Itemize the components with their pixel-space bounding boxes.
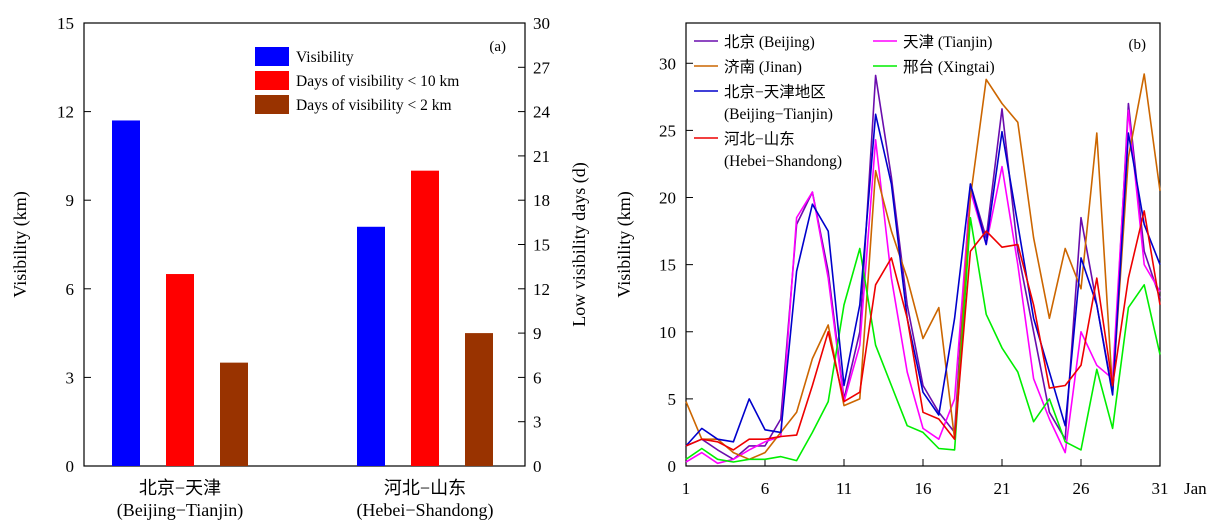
y-tick-label: 25: [659, 121, 676, 140]
y-axis-title: Visibility (km): [614, 191, 635, 297]
y2-tick-label: 24: [533, 103, 551, 122]
series-line: [685, 74, 1161, 461]
x-category-label: 河北−山东: [384, 478, 466, 498]
y-axis-title: Visibility (km): [10, 191, 31, 297]
series-line: [685, 113, 1161, 447]
y-tick-label: 15: [659, 256, 676, 275]
y2-tick-label: 3: [533, 413, 542, 432]
x-tick-label: 1: [682, 479, 691, 498]
y2-tick-label: 18: [533, 191, 550, 210]
y2-tick-label: 6: [533, 368, 542, 387]
y2-tick-label: 27: [533, 58, 551, 77]
y2-axis-title: Low visibility days (d): [569, 162, 590, 327]
x-category-sublabel: (Beijing−Tianjin): [117, 500, 244, 521]
x-tick-label: 26: [1073, 479, 1090, 498]
legend-swatch: [255, 47, 289, 66]
bar: [357, 226, 385, 466]
y2-tick-label: 15: [533, 236, 550, 255]
y-tick-label: 6: [66, 280, 75, 299]
series-line: [685, 216, 1161, 463]
legend-label: (Hebei−Shandong): [724, 153, 842, 170]
legend-label: Visibility: [296, 49, 354, 66]
legend-label: 天津 (Tianjin): [903, 33, 992, 51]
series-line: [685, 109, 1161, 465]
legend-swatch: [255, 71, 289, 90]
panel-label: (a): [489, 39, 506, 55]
x-category-label: 北京−天津: [139, 478, 221, 498]
panel-label: (b): [1129, 37, 1147, 53]
legend-label: 北京−天津地区: [724, 83, 826, 101]
y-tick-label: 0: [668, 457, 677, 476]
y-tick-label: 3: [66, 368, 75, 387]
bar: [411, 170, 439, 466]
x-tick-label: 16: [915, 479, 932, 498]
x-tick-label: 21: [994, 479, 1011, 498]
x-unit-label: Jan: [1184, 479, 1207, 498]
legend-label: 邢台 (Xingtai): [903, 58, 995, 76]
panel-a-bar-chart: 0 3 6 9 12 15 0 3 6 9 12 15 18 21 24 27 30 Visibility (km…: [10, 14, 590, 521]
legend-label: 济南 (Jinan): [724, 58, 802, 76]
y2-tick-label: 9: [533, 324, 542, 343]
y2-tick-label: 21: [533, 147, 550, 166]
x-tick-label: 31: [1152, 479, 1169, 498]
x-tick-label: 6: [761, 479, 770, 498]
y2-tick-label: 0: [533, 457, 542, 476]
y2-tick-label: 30: [533, 14, 550, 33]
x-category-sublabel: (Hebei−Shandong): [356, 500, 493, 521]
legend-label: Days of visibility < 2 km: [296, 97, 452, 114]
legend-label: 北京 (Beijing): [724, 33, 815, 51]
y-tick-label: 20: [659, 189, 676, 208]
bar: [220, 362, 248, 466]
bar: [465, 333, 493, 466]
legend-label: Days of visibility < 10 km: [296, 73, 459, 90]
y-tick-label: 5: [668, 390, 677, 409]
legend-label: 河北−山东: [724, 130, 795, 148]
y-tick-label: 10: [659, 323, 676, 342]
y-tick-label: 15: [57, 14, 74, 33]
y-tick-label: 9: [66, 191, 75, 210]
bar: [112, 120, 140, 467]
y-tick-label: 12: [57, 103, 74, 122]
series-line: [685, 73, 1161, 461]
y-tick-label: 0: [66, 457, 75, 476]
y-tick-label: 30: [659, 54, 676, 73]
series-line: [685, 210, 1161, 451]
y2-tick-label: 12: [533, 280, 550, 299]
legend-swatch: [255, 95, 289, 114]
legend-label: (Beijing−Tianjin): [724, 106, 833, 123]
bar: [166, 274, 194, 466]
x-tick-label: 11: [836, 479, 852, 498]
